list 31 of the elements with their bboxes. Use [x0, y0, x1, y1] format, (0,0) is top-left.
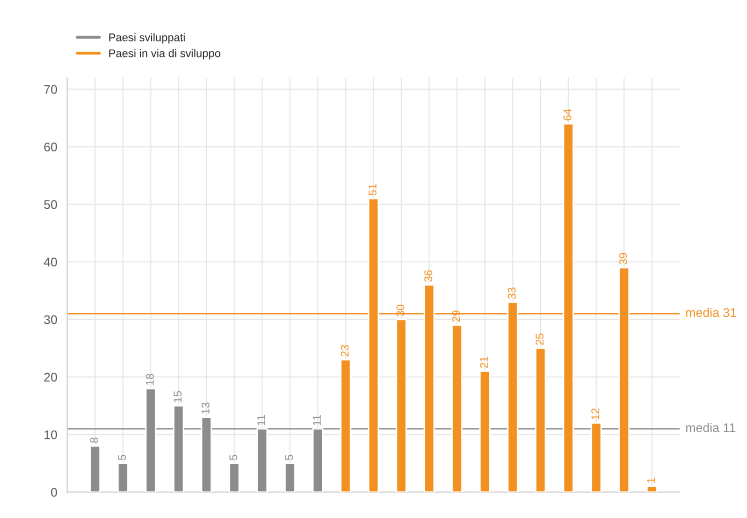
data-label: 15 — [174, 391, 182, 402]
data-label: 51 — [368, 184, 376, 196]
data-label: 11 — [257, 415, 265, 426]
ref-line-label: media 11 — [686, 422, 736, 432]
data-label: 33 — [508, 288, 516, 299]
y-tick-label: 20 — [44, 372, 58, 382]
data-label: 5 — [230, 454, 238, 460]
y-tick-label: 0 — [51, 488, 58, 497]
y-tick-label: 70 — [44, 85, 58, 94]
data-label: 36 — [424, 270, 432, 282]
y-tick-label: 50 — [44, 200, 58, 209]
data-label: 13 — [202, 402, 210, 414]
y-tick-label: 40 — [44, 258, 58, 267]
data-label: 21 — [480, 356, 488, 368]
y-tick-label: 10 — [44, 430, 58, 440]
data-label: 5 — [285, 454, 293, 460]
data-label: 1 — [647, 478, 655, 483]
data-label: 8 — [90, 438, 98, 443]
legend-label: Paesi sviluppati — [109, 33, 185, 44]
data-label: 23 — [340, 345, 349, 356]
data-label: 64 — [564, 108, 572, 120]
legend-label: Paesi in via di sviluppo — [109, 49, 220, 60]
data-label: 39 — [619, 253, 628, 264]
y-tick-label: 60 — [44, 142, 58, 152]
data-label: 12 — [591, 408, 600, 420]
y-tick-label: 30 — [44, 315, 58, 324]
data-label: 5 — [118, 454, 126, 460]
data-label: 18 — [146, 374, 154, 385]
ref-line-label: media 31 — [686, 308, 736, 318]
data-label: 25 — [536, 334, 544, 345]
data-label: 11 — [313, 415, 321, 426]
